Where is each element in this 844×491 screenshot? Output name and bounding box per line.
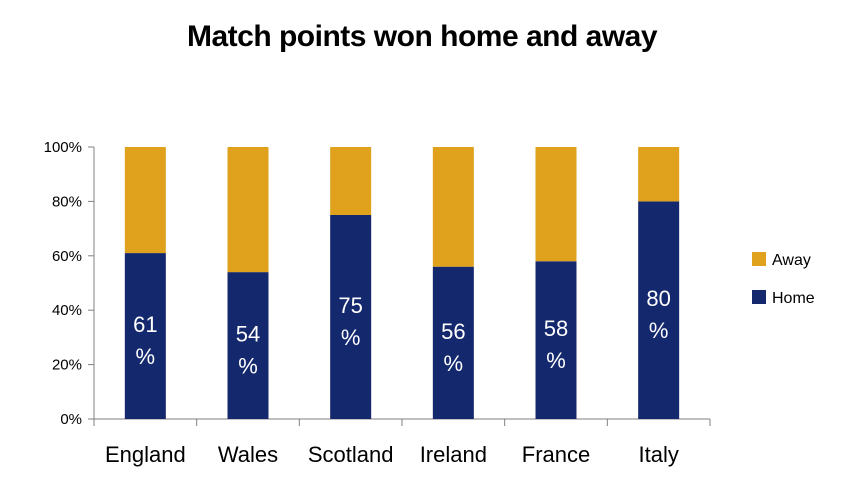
bar-away-wales — [227, 147, 269, 273]
x-category-label: Italy — [638, 442, 678, 467]
chart-title: Match points won home and away — [186, 20, 658, 53]
bar-home-scotland — [330, 215, 372, 419]
data-label-value: 58 — [544, 316, 568, 341]
x-category-label: Ireland — [420, 442, 487, 467]
x-category-label: England — [105, 442, 186, 467]
x-category-label: Wales — [218, 442, 278, 467]
bar-home-england — [124, 253, 166, 419]
data-label-unit: % — [546, 348, 566, 373]
legend-label-home: Home — [772, 290, 815, 307]
legend-swatch-home — [752, 290, 766, 304]
y-tick-label: 20% — [52, 357, 82, 374]
y-tick-label: 80% — [52, 193, 82, 210]
y-tick-label: 0% — [60, 411, 82, 428]
data-label-unit: % — [136, 344, 156, 369]
y-tick-label: 40% — [52, 302, 82, 319]
bar-away-england — [124, 147, 166, 254]
data-label-value: 75 — [338, 293, 362, 318]
data-label-value: 61 — [133, 312, 157, 337]
bar-home-italy — [638, 201, 680, 419]
legend-label-away: Away — [772, 252, 811, 269]
x-category-label: Scotland — [308, 442, 394, 467]
bar-home-wales — [227, 272, 269, 419]
legend-swatch-away — [752, 252, 766, 266]
y-tick-label: 60% — [52, 248, 82, 265]
bar-away-ireland — [432, 147, 474, 267]
bar-away-italy — [638, 147, 680, 202]
data-label-unit: % — [649, 318, 669, 343]
data-label-value: 80 — [646, 286, 670, 311]
data-label-unit: % — [341, 325, 361, 350]
data-label-unit: % — [444, 351, 464, 376]
y-tick-label: 100% — [44, 139, 82, 156]
bar-home-ireland — [432, 266, 474, 419]
data-label-value: 56 — [441, 319, 465, 344]
data-label-unit: % — [238, 354, 258, 379]
bar-home-france — [535, 261, 577, 419]
bar-away-scotland — [330, 147, 372, 215]
x-category-label: France — [522, 442, 590, 467]
data-label-value: 54 — [236, 322, 260, 347]
bar-away-france — [535, 147, 577, 262]
